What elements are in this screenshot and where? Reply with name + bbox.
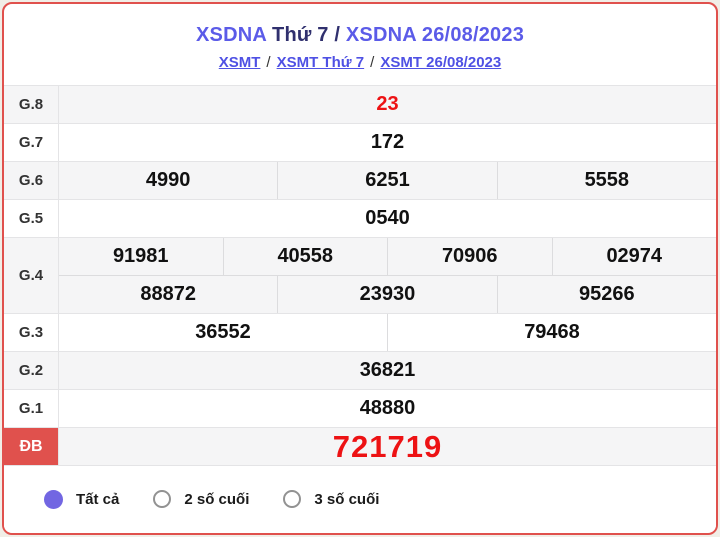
page-title: XSDNA Thứ 7 / XSDNA 26/08/2023 bbox=[196, 24, 524, 47]
table-row-db-jackpot: ĐB 721719 bbox=[4, 428, 716, 466]
prize-value: 4990 bbox=[145, 169, 191, 191]
prize-value: 02974 bbox=[551, 238, 717, 275]
prize-value: 91981 bbox=[112, 245, 169, 267]
table-row-g8: G.8 23 bbox=[4, 86, 716, 124]
radio-selected-icon bbox=[44, 489, 63, 509]
filter-option-last-2-digits[interactable]: 2 số cuối bbox=[153, 490, 249, 508]
prize-value: 36552 bbox=[195, 321, 251, 343]
prize-label-special: ĐB bbox=[4, 428, 59, 465]
panel-header: XSDNA Thứ 7 / XSDNA 26/08/2023 XSMT / XSMT… bbox=[4, 4, 716, 86]
prize-label: G.1 bbox=[4, 390, 59, 427]
filter-option-label: 2 số cuối bbox=[184, 490, 250, 508]
prize-label: G.7 bbox=[4, 124, 59, 161]
table-row-g4: G.4 91981 40558 70906 02974 88872 23930 … bbox=[4, 238, 716, 314]
prize-value: 88872 bbox=[140, 283, 196, 305]
prize-value: 48880 bbox=[359, 397, 416, 419]
table-row-g7: G.7 172 bbox=[4, 124, 716, 162]
filter-option-label: 3 số cuối bbox=[314, 490, 380, 508]
prize-label: G.3 bbox=[4, 314, 59, 351]
prize-value: 70906 bbox=[387, 238, 552, 275]
prize-value: 23930 bbox=[277, 276, 496, 313]
breadcrumb-link-xsmt-weekday[interactable]: XSMT Thứ 7 bbox=[276, 54, 365, 71]
title-draw-name: XSDNA bbox=[195, 24, 267, 46]
prize-value: 79468 bbox=[387, 314, 716, 351]
prize-value: 40558 bbox=[222, 238, 388, 275]
results-table: G.8 23 G.7 172 G.6 4990 6251 5558 G.5 05… bbox=[4, 86, 716, 466]
prize-value: 0540 bbox=[365, 207, 410, 229]
table-row-g2: G.2 36821 bbox=[4, 352, 716, 390]
filter-option-all[interactable]: Tất cả bbox=[44, 489, 120, 509]
breadcrumb-separator: / bbox=[370, 54, 375, 71]
prize-label: G.5 bbox=[4, 200, 59, 237]
radio-unselected-icon bbox=[153, 490, 172, 508]
prize-value: 6251 bbox=[277, 162, 496, 199]
radio-unselected-icon bbox=[283, 490, 302, 508]
breadcrumb-link-xsmt-date[interactable]: XSMT 26/08/2023 bbox=[380, 54, 502, 71]
prize-value: 36821 bbox=[359, 359, 416, 381]
prize-label: G.4 bbox=[4, 238, 59, 313]
prize-label: G.2 bbox=[4, 352, 59, 389]
filter-option-label: Tất cả bbox=[76, 490, 120, 508]
title-weekday: Thứ 7 / bbox=[266, 24, 346, 46]
breadcrumb-link-xsmt[interactable]: XSMT bbox=[218, 54, 261, 71]
prize-value: 95266 bbox=[496, 276, 716, 313]
filter-bar: Tất cả 2 số cuối 3 số cuối bbox=[4, 466, 716, 532]
prize-label: G.8 bbox=[4, 86, 59, 123]
prize-value: 23 bbox=[376, 93, 399, 115]
breadcrumb: XSMT / XSMT Thứ 7 / XSMT 26/08/2023 bbox=[219, 54, 501, 71]
table-row-g6: G.6 4990 6251 5558 bbox=[4, 162, 716, 200]
jackpot-value: 721719 bbox=[332, 428, 443, 464]
table-row-g5: G.5 0540 bbox=[4, 200, 716, 238]
prize-value: 172 bbox=[370, 131, 405, 153]
title-draw-date: XSDNA 26/08/2023 bbox=[345, 24, 525, 46]
table-row-g1: G.1 48880 bbox=[4, 390, 716, 428]
breadcrumb-separator: / bbox=[266, 54, 271, 71]
filter-option-last-3-digits[interactable]: 3 số cuối bbox=[283, 490, 379, 508]
prize-label: G.6 bbox=[4, 162, 59, 199]
table-row-g3: G.3 36552 79468 bbox=[4, 314, 716, 352]
prize-value: 5558 bbox=[496, 162, 716, 199]
